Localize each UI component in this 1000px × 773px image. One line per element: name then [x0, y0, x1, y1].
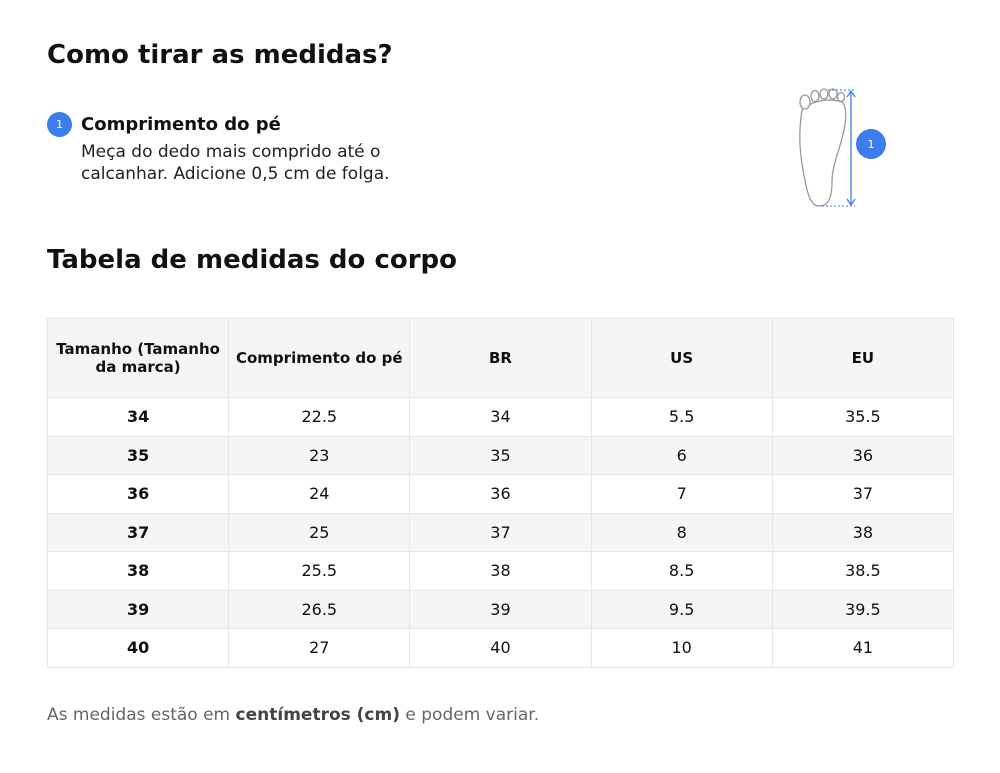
footnote-bold: centímetros (cm) [235, 705, 400, 725]
header-cell: EU [771, 318, 955, 398]
table-cell: 7 [590, 474, 773, 514]
header-cell: BR [409, 318, 592, 398]
table-cell: 35 [46, 435, 230, 475]
header-cell: Tamanho (Tamanho da marca) [46, 318, 230, 398]
table-cell: 24 [228, 474, 411, 514]
table-cell: 36 [409, 474, 592, 514]
foot-figure [799, 88, 856, 207]
table-cell: 27 [228, 628, 411, 668]
step-title: Comprimento do pé [81, 114, 281, 135]
table-cell: 39.5 [771, 589, 955, 629]
table-row: 37 25 37 8 38 [46, 512, 955, 552]
step-text: Meça do dedo mais comprido até o calcanh… [81, 142, 390, 184]
foot-outline [799, 99, 847, 207]
title: Como tirar as medidas? [47, 40, 393, 70]
table-row: 35 23 35 6 36 [46, 435, 955, 475]
table-row: 38 25.5 38 8.5 38.5 [46, 551, 955, 591]
table-cell: 34 [409, 397, 592, 437]
footnote: As medidas estão em centímetros (cm) e p… [47, 705, 539, 725]
header-cell: US [590, 318, 773, 398]
table-row: 34 22.5 34 5.5 35.5 [46, 397, 955, 437]
step-badge: 1 [47, 112, 72, 137]
table-cell: 37 [771, 474, 955, 514]
footnote-text: e podem variar. [405, 705, 540, 725]
table-cell: 26.5 [228, 589, 411, 629]
table-cell: 38.5 [771, 551, 955, 591]
table-cell: 35.5 [771, 397, 955, 437]
table-cell: 39 [46, 589, 230, 629]
table-cell: 41 [771, 628, 955, 668]
table-cell: 38 [771, 512, 955, 552]
header-cell: Comprimento do pé [228, 318, 411, 398]
table-cell: 38 [409, 551, 592, 591]
footnote-text: As medidas estão em [47, 705, 231, 725]
table-cell: 35 [409, 435, 592, 475]
table-title: Tabela de medidas do corpo [47, 245, 458, 275]
size-table: Tamanho (Tamanho da marca) Comprimento do… [46, 318, 955, 668]
table-cell: 8 [590, 512, 773, 552]
table-cell: 38 [46, 551, 230, 591]
table-row: 40 27 40 10 41 [46, 628, 955, 668]
table-cell: 37 [409, 512, 592, 552]
table-cell: 36 [771, 435, 955, 475]
table-row: 36 24 36 7 37 [46, 474, 955, 514]
table-cell: 8.5 [590, 551, 773, 591]
table-cell: 5.5 [590, 397, 773, 437]
table-cell: 10 [590, 628, 773, 668]
table-cell: 36 [46, 474, 230, 514]
table-cell: 25 [228, 512, 411, 552]
table-cell: 23 [228, 435, 411, 475]
table-cell: 25.5 [228, 551, 411, 591]
table-cell: 6 [590, 435, 773, 475]
table-cell: 37 [46, 512, 230, 552]
table-row: 39 26.5 39 9.5 39.5 [46, 589, 955, 629]
table-cell: 40 [409, 628, 592, 668]
table-cell: 9.5 [590, 589, 773, 629]
table-cell: 40 [46, 628, 230, 668]
table-cell: 39 [409, 589, 592, 629]
table-cell: 34 [46, 397, 230, 437]
header-row: Tamanho (Tamanho da marca) Comprimento do… [46, 318, 955, 398]
table-cell: 22.5 [228, 397, 411, 437]
figure-badge: 1 [856, 129, 886, 159]
